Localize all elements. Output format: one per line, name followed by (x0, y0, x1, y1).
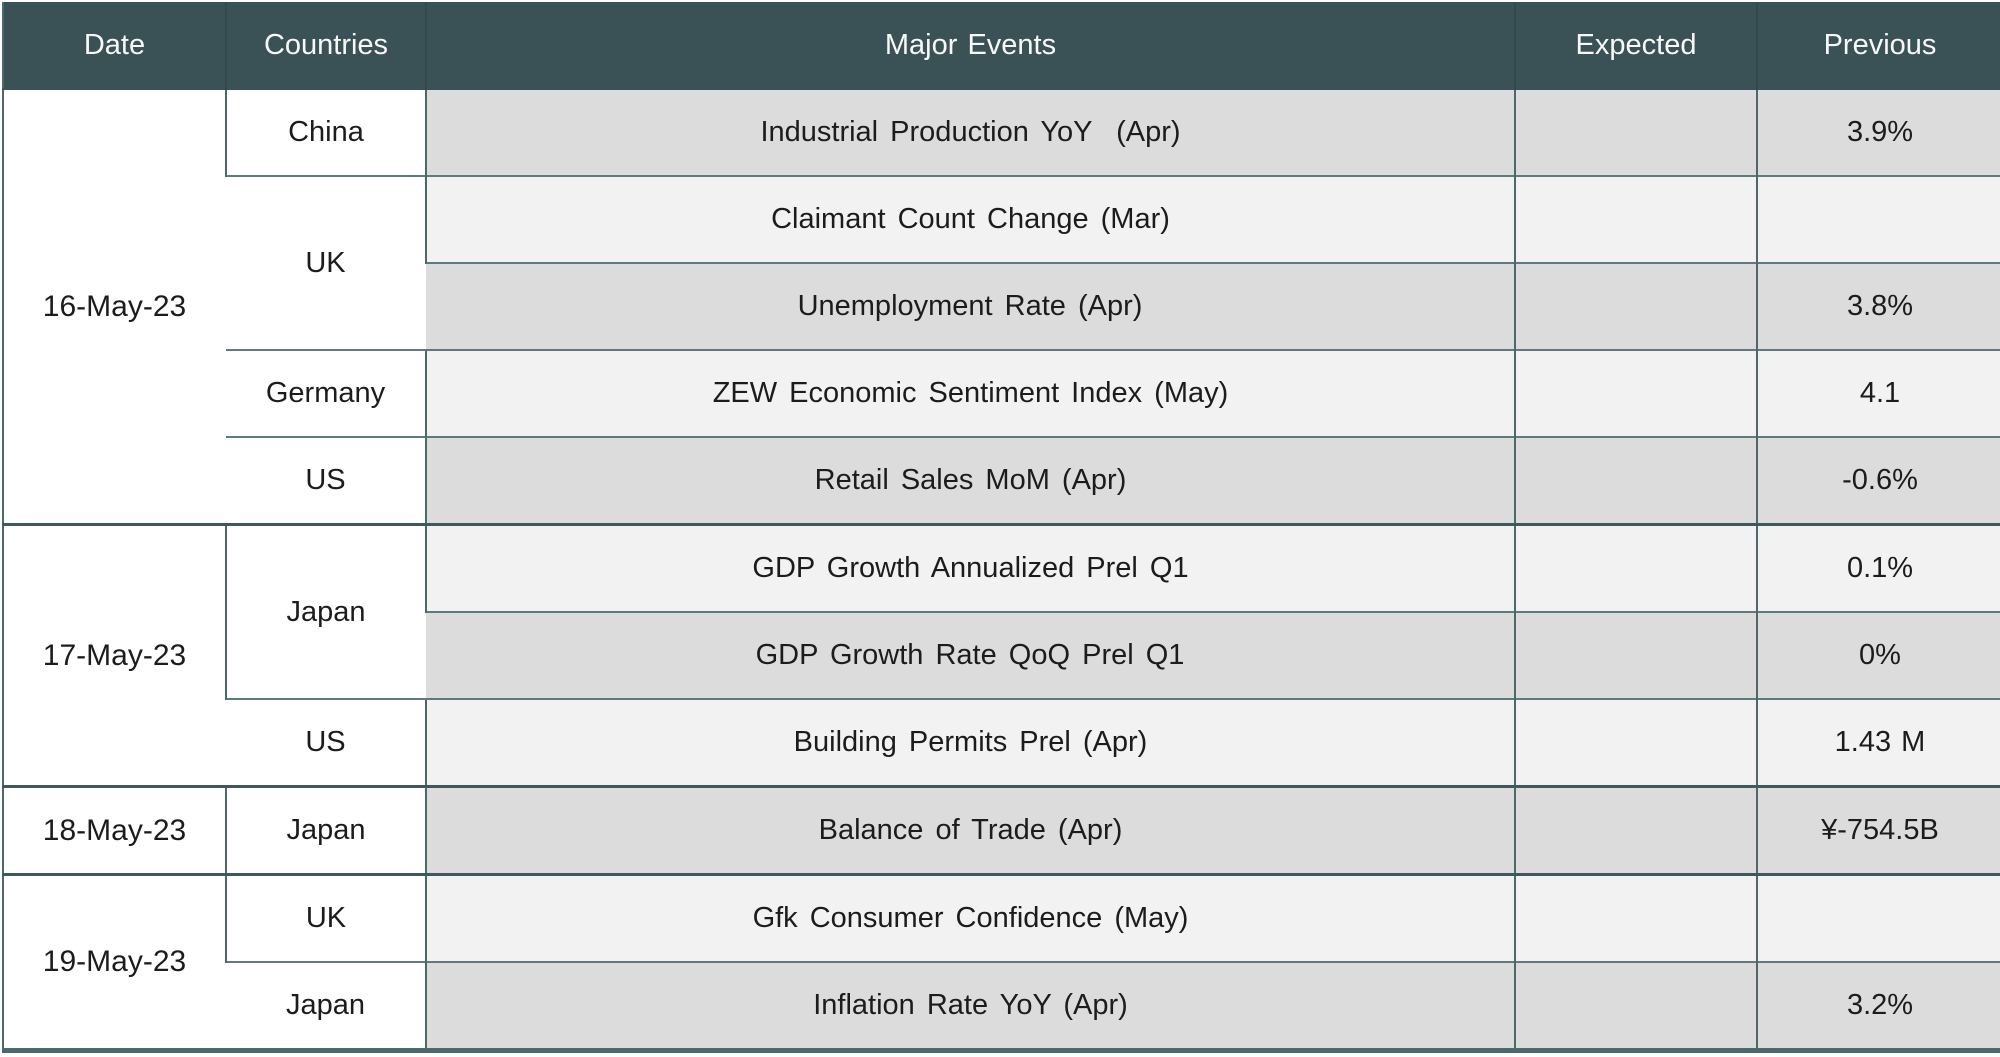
event-cell: Building Permits Prel (Apr) (425, 698, 1515, 787)
expected-cell (1514, 961, 1757, 1051)
country-cell: UK (226, 175, 426, 350)
event-cell: Gfk Consumer Confidence (May) (425, 873, 1515, 962)
previous-cell: 0.1% (1756, 523, 2000, 612)
country-cell: Germany (226, 349, 426, 437)
event-cell: Claimant Count Change (Mar) (425, 175, 1515, 263)
table-row: UK Claimant Count Change (Mar) (3, 175, 2000, 350)
date-cell: 19-May-23 (3, 873, 226, 1051)
table-row: US Retail Sales MoM (Apr) -0.6% (3, 436, 2000, 525)
country-cell: US (226, 436, 426, 525)
header-date: Date (3, 2, 226, 89)
country-cell: Japan (226, 961, 426, 1051)
country-cell: US (226, 698, 426, 787)
expected-cell (1514, 88, 1757, 176)
country-cell: China (225, 88, 426, 176)
date-cell: 17-May-23 (3, 523, 226, 787)
header-expected: Expected (1514, 2, 1757, 89)
expected-cell (1514, 523, 1757, 612)
header-row: Date Countries Major Events Expected Pre… (3, 2, 2000, 89)
header-major-events: Major Events (425, 2, 1515, 89)
table-row: GDP Growth Rate QoQ Prel Q1 0% (3, 611, 2000, 699)
date-cell: 16-May-23 (3, 88, 226, 525)
previous-cell: 1.43 M (1756, 698, 2000, 787)
event-cell: GDP Growth Rate QoQ Prel Q1 (426, 611, 1515, 699)
date-cell: 18-May-23 (3, 785, 226, 875)
table-row: US Building Permits Prel (Apr) 1.43 M (3, 698, 2000, 787)
table-row: 16-May-23 China Industrial Production YoY … (3, 88, 2000, 525)
country-cell: Japan (225, 523, 426, 699)
event-cell: Inflation Rate YoY (Apr) (425, 961, 1515, 1051)
previous-cell (1756, 873, 2000, 962)
event-cell: Retail Sales MoM (Apr) (425, 436, 1515, 525)
expected-cell (1514, 349, 1757, 437)
previous-cell: 3.8% (1756, 262, 2000, 350)
table-row: 18-May-23 Japan Balance of Trade (Apr) ¥-75… (3, 785, 2000, 875)
expected-cell (1514, 873, 1757, 962)
header-countries: Countries (225, 2, 426, 89)
event-cell: GDP Growth Annualized Prel Q1 (425, 523, 1515, 612)
expected-cell (1514, 785, 1757, 875)
expected-cell (1514, 698, 1757, 787)
previous-cell: -0.6% (1756, 436, 2000, 525)
table-row: Unemployment Rate (Apr) 3.8% (3, 262, 2000, 350)
expected-cell (1514, 262, 1757, 350)
table-row: Germany ZEW Economic Sentiment Index (May… (3, 349, 2000, 437)
table-row: 17-May-23 Japan GDP Growth Annualized Prel… (3, 523, 2000, 787)
country-cell: UK (225, 873, 426, 962)
event-cell: Balance of Trade (Apr) (425, 785, 1515, 875)
expected-cell (1514, 175, 1757, 263)
header-previous: Previous (1756, 2, 2000, 89)
previous-cell: 3.9% (1756, 88, 2000, 176)
event-cell: Unemployment Rate (Apr) (426, 262, 1515, 350)
previous-cell: ¥-754.5B (1756, 785, 2000, 875)
expected-cell (1514, 611, 1757, 699)
country-cell: Japan (225, 785, 426, 875)
expected-cell (1514, 436, 1757, 525)
event-cell: ZEW Economic Sentiment Index (May) (425, 349, 1515, 437)
previous-cell: 0% (1756, 611, 2000, 699)
table-row: 19-May-23 UK Gfk Consumer Confidence (May) (3, 873, 2000, 1051)
previous-cell: 3.2% (1756, 961, 2000, 1051)
table-row: Japan Inflation Rate YoY (Apr) 3.2% (3, 961, 2000, 1051)
previous-cell (1756, 175, 2000, 263)
event-cell: Industrial Production YoY (Apr) (425, 88, 1515, 176)
previous-cell: 4.1 (1756, 349, 2000, 437)
